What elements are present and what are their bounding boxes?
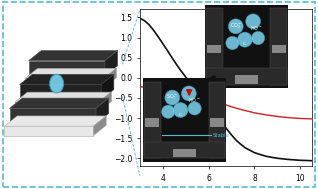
Polygon shape [104, 68, 116, 88]
Bar [210, 118, 225, 127]
Text: $\mathregular{HO^-}$: $\mathregular{HO^-}$ [188, 96, 200, 104]
Polygon shape [96, 98, 109, 124]
Polygon shape [10, 98, 109, 108]
Bar [207, 45, 221, 53]
Circle shape [188, 102, 201, 115]
Circle shape [238, 32, 252, 47]
Bar [173, 149, 196, 157]
Polygon shape [29, 50, 118, 61]
Text: $\mathregular{SO_3^-}$: $\mathregular{SO_3^-}$ [166, 93, 177, 102]
Bar [206, 68, 287, 84]
Circle shape [162, 105, 175, 118]
Circle shape [181, 86, 196, 101]
Polygon shape [25, 68, 116, 78]
Polygon shape [4, 116, 106, 126]
Circle shape [246, 14, 260, 29]
Bar [271, 8, 287, 84]
Polygon shape [93, 116, 106, 136]
Bar [145, 118, 159, 127]
Text: $\mathregular{C}$: $\mathregular{C}$ [178, 111, 183, 118]
Polygon shape [101, 74, 114, 100]
Bar [10, 108, 96, 124]
Text: Stable: Stable [213, 132, 230, 138]
Bar [20, 84, 101, 100]
Bar [144, 82, 161, 158]
Circle shape [252, 31, 265, 45]
Polygon shape [99, 92, 111, 112]
Bar [25, 78, 104, 88]
Bar [29, 61, 105, 76]
Bar [272, 45, 286, 53]
Circle shape [173, 103, 188, 118]
Circle shape [226, 36, 239, 50]
Bar [209, 82, 225, 158]
Polygon shape [15, 92, 111, 102]
Circle shape [50, 74, 64, 93]
Y-axis label: $\sigma_\mathrm{chem}$ [M]: $\sigma_\mathrm{chem}$ [M] [100, 68, 112, 108]
Circle shape [165, 90, 180, 105]
Text: $\mathregular{C}$: $\mathregular{C}$ [242, 40, 247, 47]
Bar [15, 102, 99, 112]
Text: $\mathregular{HO^-}$: $\mathregular{HO^-}$ [250, 24, 263, 32]
Bar [144, 142, 225, 158]
Bar [4, 126, 93, 136]
Text: $\mathregular{CO_2^-}$: $\mathregular{CO_2^-}$ [230, 22, 242, 31]
Bar [206, 8, 223, 84]
Polygon shape [20, 74, 114, 84]
Bar [235, 75, 258, 84]
Text: $\mathregular{CO_2}$: $\mathregular{CO_2}$ [289, 0, 302, 1]
Circle shape [228, 19, 243, 34]
Polygon shape [105, 50, 118, 76]
